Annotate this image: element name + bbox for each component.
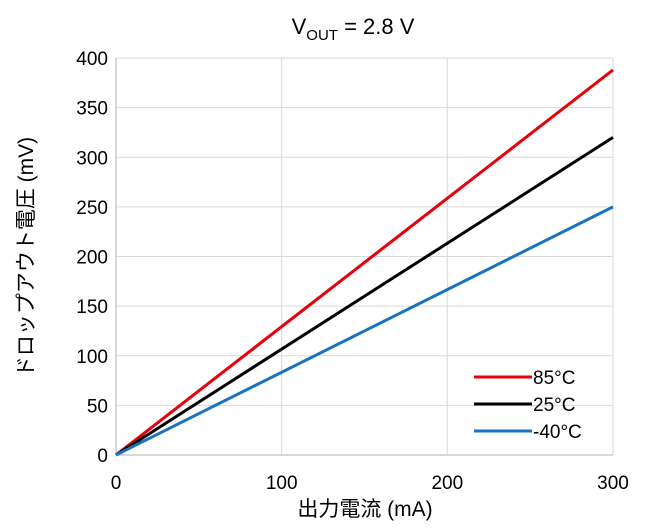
- y-tick-label: 400: [76, 49, 108, 70]
- y-tick-label: 0: [97, 446, 108, 467]
- x-tick-label: 100: [266, 473, 298, 494]
- series-line: [115, 205, 614, 457]
- x-tick-label: 300: [597, 473, 629, 494]
- legend-label: 25°C: [533, 395, 575, 416]
- y-tick-label: 150: [76, 297, 108, 318]
- x-tick-label: 0: [111, 473, 122, 494]
- axes: [115, 58, 613, 456]
- x-axis-title: 出力電流 (mA): [297, 498, 432, 521]
- y-tick-label: 50: [87, 396, 108, 417]
- y-tick-label: 350: [76, 99, 108, 120]
- x-tick-labels: 0 100 200 300: [111, 473, 629, 494]
- chart-title: VOUT = 2.8 V: [292, 14, 415, 44]
- y-tick-label: 100: [76, 347, 108, 368]
- series-line: [115, 136, 614, 457]
- chart-title-subscript: OUT: [306, 27, 338, 44]
- y-tick-labels: 0 50 100 150 200 250 300 350 400: [76, 49, 108, 467]
- legend: 85°C 25°C -40°C: [474, 368, 582, 443]
- legend-label: -40°C: [533, 422, 582, 443]
- y-axis-title: ドロップアウト電圧 (mV): [15, 137, 38, 377]
- chart-title-main: V: [292, 14, 307, 39]
- legend-label: 85°C: [533, 368, 575, 389]
- y-tick-label: 300: [76, 148, 108, 169]
- series-line: [115, 68, 614, 457]
- y-tick-label: 200: [76, 248, 108, 269]
- x-tick-label: 200: [431, 473, 463, 494]
- y-tick-label: 250: [76, 198, 108, 219]
- series-lines: [115, 68, 614, 457]
- chart-title-suffix: = 2.8 V: [338, 14, 415, 39]
